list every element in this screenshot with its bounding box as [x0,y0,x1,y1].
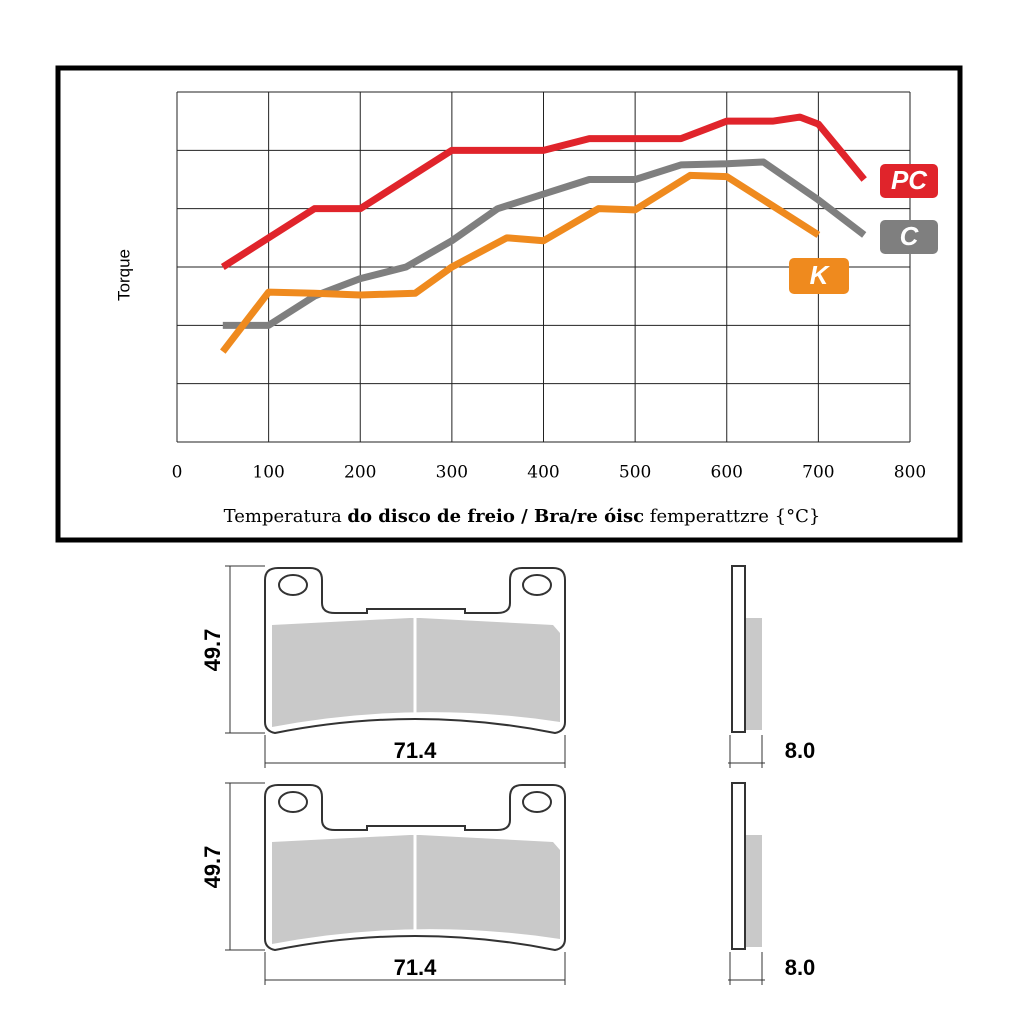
width-label: 71.4 [394,738,438,763]
hole [522,574,552,596]
hole [278,791,308,813]
thickness-label: 8.0 [785,738,816,763]
x-tick-label: 700 [802,463,834,483]
x-tick-label: 500 [619,463,651,483]
y-axis-label: Torque [114,249,133,301]
x-tick-label: 400 [527,463,559,483]
legend-badge [880,164,938,198]
x-axis-label-part: femperattzre {°C} [644,506,820,527]
x-axis-label-part: do disco de freio / Bra/re óisc [347,506,644,527]
hole [522,791,552,813]
pad-drawing: 49.7 71.4 8.0 49.7 71.4 [200,565,816,985]
pad: 49.7 71.4 8.0 [200,565,816,768]
height-label: 49.7 [200,629,225,672]
width-label: 71.4 [394,955,438,980]
side-plate [731,782,746,950]
x-axis-label: Temperatura do disco de freio / Bra/re ó… [224,506,821,527]
pad: 49.7 71.4 8.0 [200,782,816,985]
x-axis-label-part: Temperatura [224,506,348,527]
legend-label: PC [891,165,928,195]
x-tick-label: 0 [172,463,183,483]
x-tick-label: 600 [711,463,743,483]
x-tick-label: 300 [436,463,468,483]
legend-badge [789,258,849,294]
thickness-label: 8.0 [785,955,816,980]
height-label: 49.7 [200,846,225,889]
series-line [220,113,867,270]
hole [278,574,308,596]
side-friction [746,618,762,730]
chart: 0 100 200 300 400 500 600 700 800 PC C K [172,91,938,483]
x-tick-label: 800 [894,463,926,483]
side-plate [731,565,746,733]
chart-frame [55,65,963,543]
legend-badge [880,220,938,254]
series-line [220,171,821,354]
x-tick-label: 200 [344,463,376,483]
legend-label: K [810,260,831,290]
legend-label: C [900,221,920,251]
side-friction [746,835,762,947]
x-tick-label: 100 [252,463,284,483]
